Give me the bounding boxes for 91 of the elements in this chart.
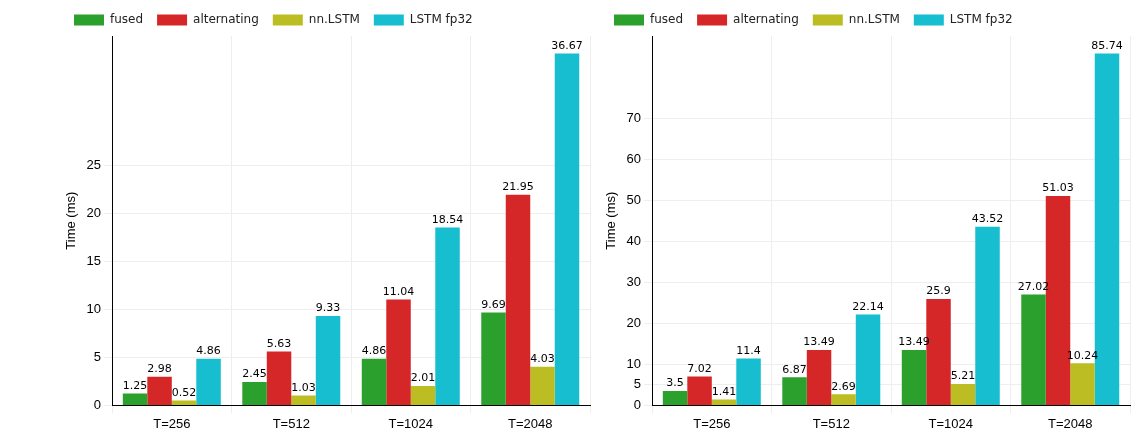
bar [410, 386, 436, 405]
y-tick-label: 30 [626, 273, 642, 289]
data-label: 1.25 [122, 378, 148, 392]
data-label: 5.21 [950, 369, 976, 383]
x-tick-label: T=1024 [928, 415, 973, 431]
y-tick-label: 60 [626, 150, 642, 166]
bar [505, 194, 531, 405]
data-label: 1.03 [291, 380, 316, 394]
data-label: 2.69 [831, 379, 856, 393]
bar [662, 391, 688, 405]
data-label: 9.69 [481, 297, 506, 311]
bar [361, 358, 387, 405]
y-tick-label: 0 [633, 396, 642, 412]
bar [711, 399, 737, 405]
data-label: 11.4 [736, 343, 761, 357]
bar [554, 53, 580, 405]
bar [806, 350, 832, 405]
bar [736, 358, 761, 405]
x-tick-label: T=256 [693, 415, 731, 431]
data-label: 25.9 [926, 284, 951, 298]
data-label: 4.86 [196, 344, 221, 358]
bar [530, 366, 555, 405]
y-tick-label: 20 [626, 314, 642, 330]
y-tick-label: 15 [86, 253, 102, 269]
data-label: 4.86 [361, 344, 387, 358]
legend-label: LSTM fp32 [409, 12, 473, 27]
bar [122, 393, 148, 405]
bar [291, 395, 316, 405]
legend-label: fused [110, 12, 144, 27]
data-label: 9.33 [315, 301, 341, 315]
bar [242, 381, 267, 405]
data-label: 11.04 [382, 284, 415, 298]
data-label: 2.01 [410, 371, 436, 385]
data-label: 22.14 [852, 299, 884, 313]
data-label: 6.87 [782, 362, 807, 376]
bar [1021, 294, 1046, 405]
data-label: 5.63 [266, 336, 292, 350]
y-axis-title: Time (ms) [63, 191, 79, 250]
y-tick-label: 10 [626, 355, 642, 371]
bar [975, 226, 1000, 405]
bar [435, 227, 460, 405]
bar [196, 358, 221, 405]
bar [266, 351, 292, 405]
data-label: 21.95 [502, 180, 534, 194]
data-label: 36.67 [551, 38, 583, 52]
legend-label: LSTM fp32 [949, 12, 1013, 27]
y-tick-label: 5 [633, 376, 642, 392]
bar [901, 350, 927, 405]
y-tick-label: 5 [93, 349, 102, 364]
legend-label: alternating [733, 12, 799, 27]
x-tick-label: T=2048 [1048, 415, 1093, 431]
legend-label: fused [650, 12, 684, 27]
data-label: 2.98 [147, 362, 172, 376]
data-label: 85.74 [1091, 38, 1123, 52]
bar [386, 299, 411, 405]
bar [1070, 363, 1095, 405]
y-tick-label: 0 [93, 396, 102, 412]
x-tick-label: T=256 [153, 415, 191, 431]
bar [171, 400, 197, 405]
y-axis-title: Time (ms) [603, 191, 619, 250]
y-tick-label: 40 [626, 232, 642, 248]
y-tick-label: 10 [86, 301, 102, 317]
data-label: 51.03 [1042, 181, 1074, 195]
x-tick-label: T=2048 [508, 415, 553, 431]
data-label: 7.02 [687, 361, 712, 375]
data-label: 13.49 [803, 335, 835, 349]
y-tick-label: 70 [626, 109, 642, 125]
y-tick-label: 20 [86, 205, 102, 221]
legend-label: nn.LSTM [308, 12, 360, 27]
x-tick-label: T=512 [812, 415, 850, 431]
bar [831, 394, 856, 405]
legend-label: nn.LSTM [848, 12, 900, 27]
data-label: 1.41 [711, 384, 737, 398]
bar [315, 315, 341, 405]
data-label: 18.54 [431, 212, 464, 226]
legend-label: alternating [193, 12, 259, 27]
data-label: 2.45 [242, 367, 267, 381]
data-label: 3.5 [666, 376, 684, 390]
bar [481, 312, 506, 405]
y-tick-label: 25 [86, 157, 102, 173]
data-label: 43.52 [971, 212, 1004, 226]
bar [687, 376, 712, 405]
data-label: 4.03 [530, 352, 555, 366]
bar [782, 377, 807, 405]
x-tick-label: T=1024 [388, 415, 433, 431]
y-tick-label: 50 [626, 191, 642, 207]
data-label: 0.52 [171, 385, 197, 399]
bar [950, 384, 976, 405]
bar [147, 376, 172, 405]
x-tick-label: T=512 [272, 415, 310, 431]
bar [855, 314, 881, 405]
